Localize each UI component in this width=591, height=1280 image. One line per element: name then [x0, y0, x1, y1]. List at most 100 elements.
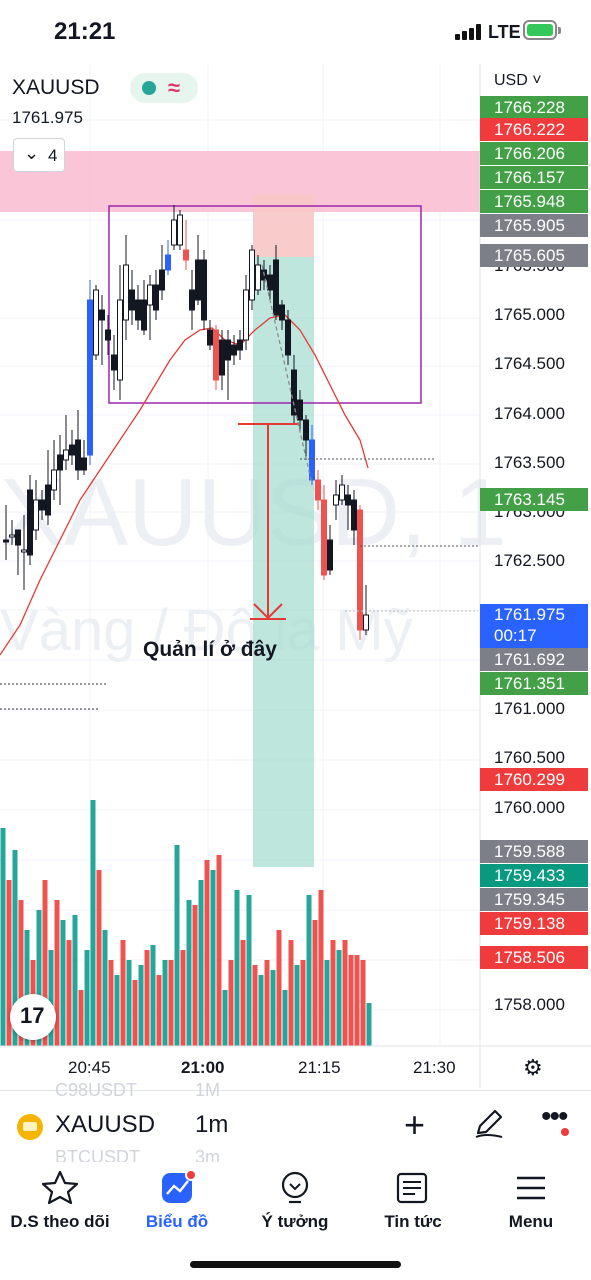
price-tag: 1766.228	[480, 96, 588, 119]
price-tag-value: 1758.506	[494, 948, 565, 967]
volume-bar	[126, 960, 132, 1046]
volume-bar	[204, 860, 210, 1046]
candle-body	[111, 354, 117, 371]
chart-annotation[interactable]: Quản lí ở đây	[143, 638, 277, 661]
volume-bar	[144, 950, 150, 1046]
nav-menu[interactable]: Menu	[490, 1170, 572, 1232]
price-tag: 1759.588	[480, 840, 588, 863]
candle-body	[207, 329, 213, 346]
status-time: 21:21	[54, 18, 116, 45]
nav-ideas[interactable]: Ý tưởng	[250, 1170, 340, 1232]
volume-bar	[312, 920, 318, 1046]
price-tag-value: 1763.145	[494, 490, 565, 509]
candle-body	[237, 339, 243, 351]
volume-bar	[336, 950, 342, 1046]
hamburger-menu-icon	[517, 1176, 545, 1200]
bottom-navigation: D.S theo dõi Biểu đồ Ý tưởng Tin tức Men…	[0, 1162, 591, 1280]
volume-bar	[186, 900, 192, 1046]
price-tag-value: 1759.433	[494, 866, 565, 885]
drawing-tools-pen-icon[interactable]	[472, 1106, 506, 1145]
volume-bar	[348, 955, 354, 1046]
ghost-symbol-1: C98USDT	[55, 1080, 138, 1100]
candle-body	[243, 289, 249, 341]
symbol-selector[interactable]: XAUUSD	[55, 1111, 156, 1138]
price-tag-value: 1765.605	[494, 246, 565, 265]
candle-body	[177, 214, 183, 246]
candle-body	[279, 304, 285, 321]
stop-zone	[253, 195, 314, 257]
volume-bar	[168, 960, 174, 1046]
candle-body	[303, 419, 309, 441]
indicator-count: 4	[48, 146, 58, 165]
price-axis-label: 1760.500	[494, 748, 565, 768]
volume-bar	[150, 945, 156, 1046]
price-tag-value: 1761.975	[494, 605, 565, 624]
candle-body	[363, 614, 369, 631]
volume-bar	[162, 960, 168, 1046]
price-tag: 1761.692	[480, 648, 588, 671]
volume-bar	[366, 1003, 372, 1046]
candle-body	[75, 439, 81, 471]
nav-news[interactable]: Tin tức	[370, 1170, 456, 1232]
home-indicator	[190, 1261, 401, 1268]
volume-bar	[192, 905, 198, 1046]
time-label-2115: 21:15	[298, 1058, 341, 1077]
newspaper-icon	[396, 1172, 428, 1204]
interval-selector[interactable]: 1m	[195, 1111, 229, 1138]
volume-bar	[264, 960, 270, 1046]
nav-watchlist[interactable]: D.S theo dõi	[10, 1170, 110, 1232]
chevron-down-icon: ⌄	[24, 143, 40, 163]
volume-bar	[228, 960, 234, 1046]
price-tag-value: 1766.228	[494, 98, 565, 117]
chart-settings-gear-icon[interactable]: ⚙	[523, 1055, 543, 1080]
volume-bar	[276, 930, 282, 1046]
candle-body	[21, 549, 27, 553]
volume-bar	[294, 965, 300, 1046]
nav-ideas-label: Ý tưởng	[261, 1212, 329, 1231]
volume-bar	[24, 930, 30, 1046]
ghost-interval-1: 1M	[195, 1080, 221, 1100]
volume-bar	[270, 970, 276, 1046]
chart-symbol[interactable]: XAUUSD	[12, 76, 100, 99]
candle-body	[15, 529, 21, 546]
market-status-pill[interactable]: ≈	[130, 73, 198, 103]
price-tag: 1765.948	[480, 190, 588, 213]
volume-bar	[210, 870, 216, 1046]
bar-countdown: 00:17	[494, 626, 537, 645]
chart-canvas[interactable]: XAUUSD, 1 Vàng / Đô la Mỹ XAUUSD 17	[0, 64, 591, 1088]
nav-news-label: Tin tức	[384, 1212, 442, 1231]
nav-chart[interactable]: Biểu đồ	[135, 1170, 219, 1232]
add-icon[interactable]: +	[404, 1104, 426, 1145]
currency-selector[interactable]: USD ˅	[494, 72, 542, 90]
candle-body	[255, 264, 261, 291]
candle-body	[333, 494, 339, 506]
indicators-toggle-button[interactable]: ⌄ 4	[13, 138, 65, 172]
candle-body	[81, 457, 87, 471]
candle-body	[171, 219, 177, 246]
volume-bar	[324, 960, 330, 1046]
price-tag: 1760.299	[480, 768, 588, 791]
more-options-icon[interactable]: •••	[541, 1100, 569, 1136]
volume-bar	[84, 950, 90, 1046]
volume-bar	[120, 940, 126, 1046]
volume-bar	[234, 890, 240, 1046]
volume-bar	[174, 845, 180, 1046]
tv-logo-icon: 17	[20, 1003, 45, 1028]
tradingview-logo[interactable]: 17	[10, 994, 56, 1040]
volume-bar	[138, 965, 144, 1046]
volume-bar	[318, 890, 324, 1046]
candle-body	[345, 494, 351, 506]
volume-bar	[90, 800, 96, 1046]
candle-body	[189, 289, 195, 311]
volume-bar	[102, 930, 108, 1046]
volume-bar	[354, 955, 360, 1046]
star-icon	[41, 1170, 79, 1204]
volume-bar	[288, 940, 294, 1046]
volume-bar	[18, 900, 24, 1046]
price-tag: 1759.138	[480, 912, 588, 935]
candle-body	[129, 289, 135, 311]
volume-bar	[156, 975, 162, 1046]
volume-bar	[306, 895, 312, 1046]
candle-body	[339, 484, 345, 501]
volume-bar	[360, 960, 366, 1046]
